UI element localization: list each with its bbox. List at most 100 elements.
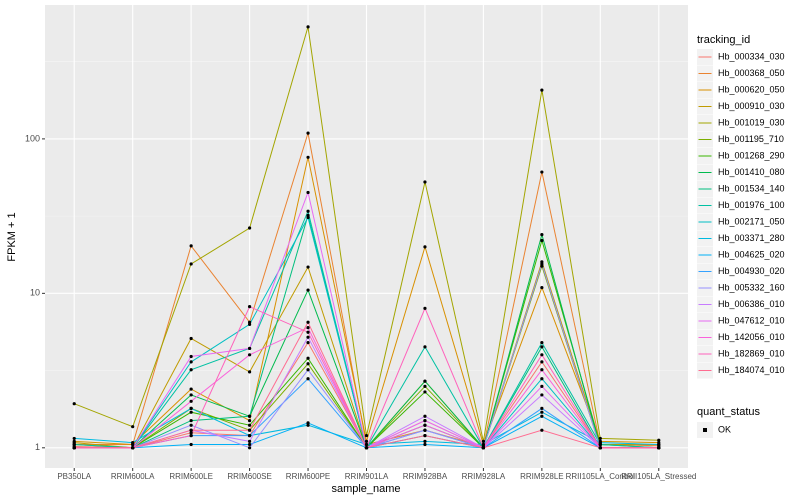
data-point	[189, 262, 193, 266]
x-tick-label: RRIM600SE	[227, 472, 271, 481]
data-point	[540, 340, 544, 345]
data-point	[540, 393, 544, 397]
legend-label: Hb_184074_010	[718, 365, 785, 375]
data-point	[189, 336, 193, 341]
data-point	[598, 441, 602, 445]
data-point	[540, 368, 544, 372]
data-point	[247, 353, 252, 357]
data-point	[423, 306, 427, 310]
data-point	[540, 88, 544, 92]
data-point	[423, 439, 427, 444]
data-point	[189, 244, 193, 248]
y-tick-label: 1	[35, 442, 40, 452]
legend-label: Hb_142056_010	[718, 332, 785, 342]
data-point	[189, 368, 193, 372]
data-point	[189, 399, 193, 403]
legend-label: Hb_000620_050	[718, 84, 785, 94]
data-point	[306, 215, 310, 220]
legend-label: Hb_004930_020	[718, 266, 785, 276]
data-point	[657, 446, 661, 450]
legend-label: Hb_006386_010	[718, 299, 785, 309]
data-point	[423, 433, 427, 438]
shape-legend-title: quant_status	[697, 406, 760, 418]
data-point	[306, 423, 310, 427]
data-point	[247, 423, 252, 427]
legend-label: Hb_001268_290	[718, 150, 785, 160]
data-point	[189, 410, 193, 414]
data-point	[131, 441, 135, 445]
data-point	[189, 433, 193, 438]
data-point	[364, 446, 369, 450]
data-point	[423, 414, 427, 418]
data-point	[423, 180, 427, 184]
data-point	[306, 330, 310, 334]
data-point	[423, 390, 427, 394]
data-point	[247, 414, 252, 418]
data-point	[481, 446, 486, 450]
data-point	[364, 442, 369, 447]
data-point	[131, 425, 135, 429]
x-tick-label: RRIM901LA	[345, 472, 389, 481]
data-point	[481, 442, 486, 447]
y-tick-label: 10	[30, 288, 40, 298]
data-point	[306, 356, 310, 360]
y-axis-title: FPKM + 1	[6, 212, 18, 261]
x-tick-label: RRIM600LE	[169, 472, 213, 481]
data-point	[423, 423, 427, 427]
legend-shape	[703, 428, 707, 432]
x-tick-label: RRIM600PE	[286, 472, 330, 481]
data-point	[189, 423, 193, 427]
data-point	[423, 384, 427, 388]
legend-label: Hb_002171_050	[718, 216, 785, 226]
x-tick-label: PB350LA	[57, 472, 91, 481]
data-point	[247, 322, 252, 326]
data-point	[364, 439, 369, 444]
data-point	[540, 360, 544, 364]
data-point	[72, 436, 76, 441]
x-tick-label: RRIM928LA	[462, 472, 506, 481]
data-point	[72, 446, 76, 450]
x-tick-label: RRIM928BA	[403, 472, 448, 481]
legend-label: Hb_047612_010	[718, 315, 785, 325]
data-point	[306, 155, 310, 159]
data-point	[306, 368, 310, 372]
legend-label: Hb_001195_710	[718, 134, 784, 144]
legend-label: Hb_005332_160	[718, 282, 785, 292]
data-point	[189, 419, 193, 423]
data-point	[423, 345, 427, 349]
data-point	[189, 393, 193, 397]
data-point	[189, 360, 193, 364]
data-point	[540, 377, 544, 381]
legend-label: Hb_001534_140	[718, 183, 785, 193]
legend-label: Hb_000910_030	[718, 101, 785, 111]
data-point	[540, 384, 544, 388]
x-tick-label: RRIM928LE	[520, 472, 564, 481]
data-point	[247, 446, 252, 450]
data-point	[540, 170, 544, 174]
legend-label: Hb_001019_030	[718, 117, 785, 127]
data-point	[306, 265, 310, 269]
x-tick-label: RRII105LA_Stressed	[621, 472, 696, 481]
data-point	[247, 346, 252, 351]
data-point	[540, 406, 544, 410]
data-point	[306, 190, 310, 195]
data-point	[657, 442, 661, 447]
data-point	[598, 446, 602, 450]
data-point	[72, 402, 76, 406]
legend-label: OK	[718, 424, 731, 434]
data-point	[247, 305, 252, 309]
data-point	[481, 439, 486, 444]
data-point	[364, 433, 369, 438]
legend-label: Hb_004625_020	[718, 249, 785, 259]
data-point	[540, 428, 544, 432]
data-point	[598, 436, 602, 441]
data-point	[189, 387, 193, 391]
data-point	[540, 345, 544, 349]
data-point	[306, 377, 310, 381]
data-point	[247, 428, 252, 432]
legend-title: tracking_id	[697, 34, 750, 46]
data-point	[189, 442, 193, 447]
data-point	[423, 419, 427, 423]
data-point	[306, 131, 310, 135]
